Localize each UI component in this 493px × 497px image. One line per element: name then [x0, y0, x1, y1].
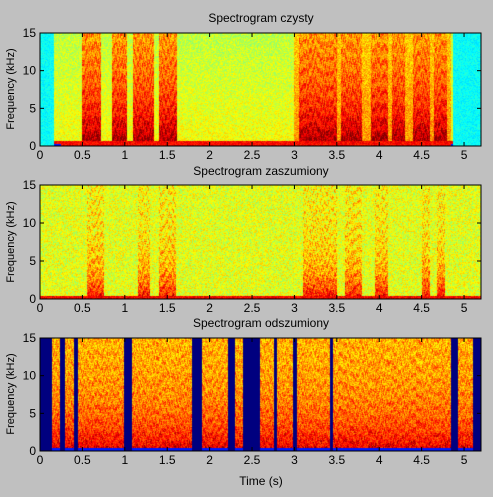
panel-clean: Spectrogram czysty 0 0.5 1 1.5 2 2.5 3 3.5 4 4.5 5…	[5, 11, 482, 162]
panel-denoised-xtick-label: 0	[37, 453, 44, 467]
panel-clean-canvas	[40, 33, 481, 146]
panel-clean-ytick-label: 5	[29, 101, 36, 115]
panel-noisy-title: Spectrogram zaszumiony	[193, 164, 328, 178]
panel-denoised-yticks: 0 5 10 15	[23, 331, 481, 458]
panel-noisy-xtick-label: 2	[206, 301, 213, 315]
panel-denoised-xtick-label: 4	[376, 453, 383, 467]
panel-noisy-ytick-label: 15	[23, 178, 37, 192]
panel-noisy-heatmap	[39, 184, 482, 300]
panel-denoised-xtick-label: 5	[461, 453, 468, 467]
panel-clean-yticks: 0 5 10 15	[23, 26, 481, 153]
panel-denoised-xtick-label: 1	[121, 453, 128, 467]
panel-noisy-ylabel: Frequency (kHz)	[5, 201, 17, 282]
panel-denoised-xtick-label: 4.5	[413, 453, 430, 467]
panel-denoised-ytick-label: 10	[23, 369, 37, 383]
panel-noisy-xtick-label: 1	[121, 301, 128, 315]
panel-noisy-xtick-label: 4.5	[413, 301, 430, 315]
panel-noisy-canvas	[40, 185, 481, 299]
panel-noisy-xtick-label: 0.5	[74, 301, 91, 315]
panel-clean-xtick-label: 4	[376, 148, 383, 162]
panel-denoised-canvas	[40, 338, 481, 451]
panel-clean-xtick-label: 1	[121, 148, 128, 162]
panel-noisy-xtick-label: 5	[461, 301, 468, 315]
panel-denoised-xtick-label: 2	[206, 453, 213, 467]
panel-denoised-xtick-label: 2.5	[244, 453, 261, 467]
panel-clean-ytick-label: 10	[23, 64, 37, 78]
panel-clean-xtick-label: 4.5	[413, 148, 430, 162]
panel-noisy-ytick-label: 5	[29, 254, 36, 268]
panel-clean-ytick-label: 0	[29, 139, 36, 153]
panel-clean-xtick-label: 2	[206, 148, 213, 162]
panel-denoised-ytick-label: 0	[29, 444, 36, 458]
panel-clean-xtick-label: 2.5	[244, 148, 261, 162]
panel-clean-heatmap	[39, 32, 482, 147]
panel-noisy-xtick-label: 2.5	[244, 301, 261, 315]
panel-denoised-xtick-label: 3.5	[328, 453, 345, 467]
panel-noisy-yticks: 0 5 10 15	[23, 178, 481, 306]
panel-noisy-ytick-label: 10	[23, 216, 37, 230]
panel-denoised: Spectrogram odszumiony 0 0.5 1 1.5 2 2.5 3 3.5 4…	[5, 316, 482, 488]
panel-denoised-xtick-label: 1.5	[159, 453, 176, 467]
panel-denoised-ytick-label: 15	[23, 331, 37, 345]
panel-denoised-xticks: 0 0.5 1 1.5 2 2.5 3 3.5 4 4.5 5	[37, 338, 468, 467]
panel-clean-frame	[39, 32, 482, 147]
panel-noisy-frame	[39, 184, 482, 300]
panel-clean-xtick-label: 3.5	[328, 148, 345, 162]
panel-clean-xtick-label: 3	[291, 148, 298, 162]
panel-noisy-ytick-label: 0	[29, 292, 36, 306]
panel-clean-ytick-label: 15	[23, 26, 37, 40]
panel-noisy-xticks: 0 0.5 1 1.5 2 2.5 3 3.5 4 4.5 5	[37, 185, 468, 315]
panel-denoised-frame	[39, 337, 482, 452]
panel-denoised-ylabel: Frequency (kHz)	[5, 353, 17, 434]
panel-denoised-xtick-label: 3	[291, 453, 298, 467]
panel-denoised-xtick-label: 0.5	[74, 453, 91, 467]
panel-clean-ylabel: Frequency (kHz)	[5, 48, 17, 129]
panel-denoised-heatmap	[39, 337, 482, 452]
panel-clean-xtick-label: 5	[461, 148, 468, 162]
panel-denoised-ytick-label: 5	[29, 406, 36, 420]
panel-noisy-xtick-label: 4	[376, 301, 383, 315]
panel-clean-title: Spectrogram czysty	[208, 11, 313, 25]
panel-clean-xtick-label: 1.5	[159, 148, 176, 162]
panel-clean-xtick-label: 0.5	[74, 148, 91, 162]
panel-noisy: Spectrogram zaszumiony 0 0.5 1 1.5 2 2.5 3 3.5 4…	[5, 164, 482, 315]
panel-clean-xticks: 0 0.5 1 1.5 2 2.5 3 3.5 4 4.5 5	[37, 33, 468, 162]
panel-denoised-title: Spectrogram odszumiony	[193, 316, 329, 330]
panel-noisy-xtick-label: 3.5	[328, 301, 345, 315]
panel-noisy-xtick-label: 0	[37, 301, 44, 315]
panel-noisy-xtick-label: 3	[291, 301, 298, 315]
panel-noisy-xtick-label: 1.5	[159, 301, 176, 315]
panel-denoised-xlabel: Time (s)	[239, 474, 283, 488]
panel-clean-xtick-label: 0	[37, 148, 44, 162]
